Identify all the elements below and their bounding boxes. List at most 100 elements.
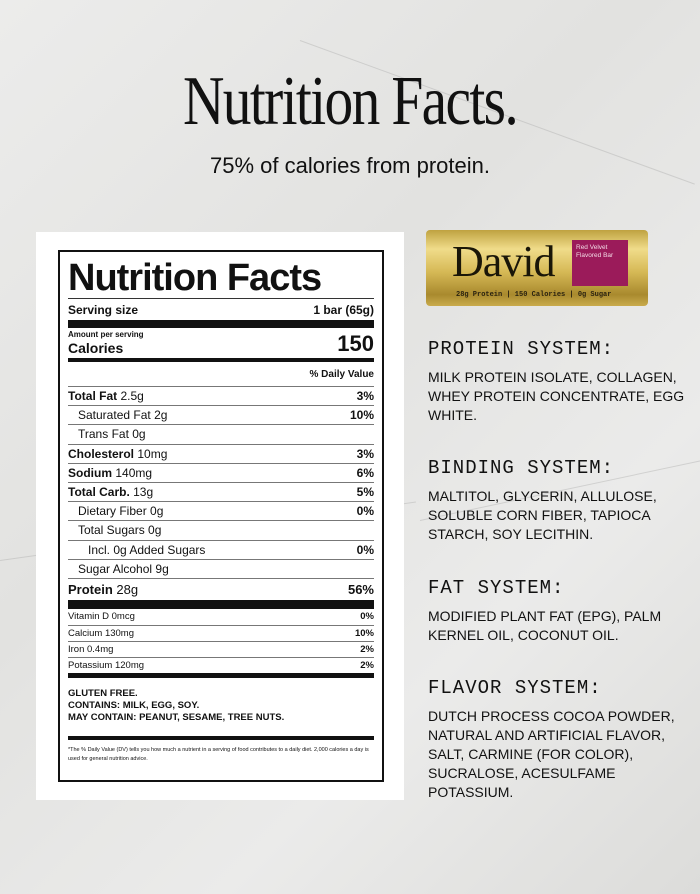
nutrient-label: Sugar Alcohol [78,561,153,576]
nutrient-label: Sodium [68,465,112,480]
nutrient-row: Sodium 140mg 6% [68,462,374,482]
nutrient-daily-value: 3% [356,389,374,404]
nutrient-amount: 10mg [137,446,168,461]
divider [68,599,374,609]
nutrient-daily-value: 0% [356,504,374,519]
vitamin-row: Iron 0.4mg 2% [68,640,374,657]
nutrient-label: Protein [68,581,113,597]
nutrient-name: Total Fat 2.5g [68,389,144,403]
system-body: DUTCH PROCESS COCOA POWDER, NATURAL AND … [428,708,675,800]
nutrient-label: Cholesterol [68,446,135,461]
vitamin-daily-value: 2% [360,659,374,671]
vitamin-row: Potassium 120mg 2% [68,656,374,673]
nutrient-daily-value: 10% [349,408,374,423]
vitamin-daily-value: 2% [360,643,374,655]
nutrient-row: Cholesterol 10mg 3% [68,443,374,463]
divider [68,358,374,362]
nutrient-daily-value: 3% [356,446,374,461]
calories-value: 150 [337,331,374,356]
nutrient-name: Total Carb. 13g [68,485,153,499]
nutrient-amount: 13g [133,485,154,500]
nutrient-label: Total Carb. [68,485,130,500]
page-title: Nutrition Facts. [182,63,519,140]
nutrient-name: Saturated Fat 2g [78,408,167,422]
vitamin-row: Calcium 130mg 10% [68,624,374,641]
vitamin-row: Vitamin D 0mcg 0% [68,609,374,625]
system-body: MALTITOL, GLYCERIN, ALLULOSE, SOLUBLE CO… [428,488,657,542]
nutrient-amount: 9g [155,561,169,576]
nutrient-name: Cholesterol 10mg [68,447,167,461]
nutrient-amount: 140mg [115,465,153,480]
serving-size-row: Serving size 1 bar (65g) [68,298,374,320]
flavor-box: Red Velvet Flavored Bar [572,240,628,286]
nutrient-name: Sodium 140mg [68,466,152,480]
nutrient-row: Sugar Alcohol 9g [68,558,374,578]
footnote: *The % Daily Value (DV) tells you how mu… [68,746,369,762]
label-title: Nutrition Facts [68,257,322,299]
nutrient-name: Incl. 0g Added Sugars [88,543,205,557]
allergen-line: GLUTEN FREE. [68,687,138,699]
allergen-line: MAY CONTAIN: PEANUT, SESAME, TREE NUTS. [68,711,285,723]
vitamin-name: Potassium 120mg [68,659,145,671]
nutrient-row: Total Sugars 0g [68,520,374,539]
calories-label: Calories [68,340,124,356]
nutrient-row: Incl. 0g Added Sugars 0% [68,539,374,559]
nutrient-name: Total Sugars 0g [78,523,161,537]
allergen-line: CONTAINS: MILK, EGG, SOY. [68,699,200,711]
divider [68,320,374,328]
flavor-system: FLAVOR SYSTEM: DUTCH PROCESS COCOA POWDER… [428,677,698,802]
nutrient-amount: 2.5g [120,389,144,404]
amount-per-serving: Amount per serving [68,330,144,339]
nutrient-amount: 28g [116,581,139,597]
serving-size-label: Serving size [68,302,139,317]
nutrient-row: Total Carb. 13g 5% [68,481,374,501]
daily-value-header: % Daily Value [309,368,374,380]
nutrition-label: Nutrition Facts Serving size 1 bar (65g)… [58,250,384,782]
vitamin-daily-value: 10% [354,627,374,639]
nutrient-label: Dietary Fiber [78,504,147,519]
vitamin-daily-value: 0% [360,611,374,623]
calories-row: Amount per serving Calories 150 [68,328,374,358]
nutrient-amount: 0g [132,427,146,442]
nutrient-name: Trans Fat 0g [78,427,146,441]
nutrient-label: Trans Fat [78,427,129,442]
nutrient-amount: 0g [148,523,162,538]
nutrient-amount: 0g [150,504,164,519]
binding-system: BINDING SYSTEM: MALTITOL, GLYCERIN, ALLUL… [428,457,698,544]
system-title: FLAVOR SYSTEM: [428,677,602,699]
nutrient-label: Total Sugars [78,523,145,538]
allergen-info: GLUTEN FREE. CONTAINS: MILK, EGG, SOY. M… [68,678,374,736]
divider [68,672,374,678]
nutrient-label: Saturated Fat [78,408,151,423]
divider [68,735,374,740]
nutrient-name: Dietary Fiber 0g [78,504,163,518]
vitamin-name: Iron 0.4mg [68,643,114,655]
nutrient-row: Protein 28g 56% [68,577,374,600]
vitamin-name: Calcium 130mg [68,627,134,639]
nutrient-daily-value: 5% [356,485,374,500]
serving-size-value: 1 bar (65g) [313,302,374,317]
nutrition-label-card: Nutrition Facts Serving size 1 bar (65g)… [36,232,404,800]
nutrient-row: Dietary Fiber 0g 0% [68,501,374,520]
bar-strip-text: 28g Protein | 150 Calories | 0g Sugar [456,291,612,299]
nutrient-daily-value: 6% [356,465,374,480]
nutrient-name: Sugar Alcohol 9g [78,562,169,576]
system-title: BINDING SYSTEM: [428,457,615,479]
nutrient-label: Total Fat [68,389,118,404]
brand-logo: David [452,237,556,286]
nutrient-daily-value: 0% [356,542,374,557]
system-title: FAT SYSTEM: [428,577,565,599]
nutrient-daily-value: 56% [347,581,374,597]
nutrient-row: Total Fat 2.5g 3% [68,386,374,405]
protein-system: PROTEIN SYSTEM: MILK PROTEIN ISOLATE, COL… [428,338,698,425]
system-body: MODIFIED PLANT FAT (EPG), PALM KERNEL OI… [428,608,662,643]
fat-system: FAT SYSTEM: MODIFIED PLANT FAT (EPG), PAL… [428,577,698,645]
nutrient-row: Trans Fat 0g [68,424,374,443]
vitamin-name: Vitamin D 0mcg [68,611,135,623]
nutrient-row: Saturated Fat 2g 10% [68,405,374,424]
nutrient-label: Incl. 0g Added Sugars [88,542,206,557]
product-bar-image: David Red Velvet Flavored Bar 28g Protei… [426,230,648,306]
system-body: MILK PROTEIN ISOLATE, COLLAGEN, WHEY PRO… [428,369,685,423]
nutrient-name: Protein 28g [68,582,138,597]
page-subtitle: 75% of calories from protein. [209,153,491,178]
